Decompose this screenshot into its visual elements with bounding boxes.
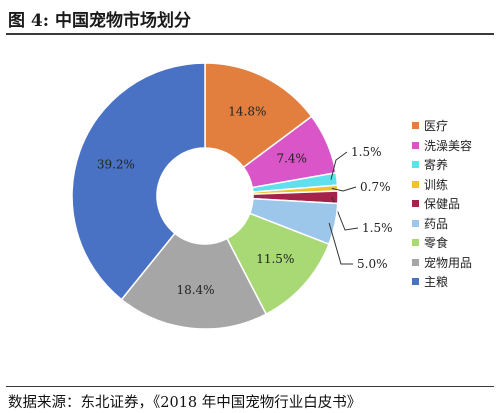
- legend-item-1: 洗澡美容: [412, 136, 472, 156]
- legend-label: 洗澡美容: [424, 138, 473, 153]
- slice-label-4: 1.5%: [362, 221, 393, 235]
- slice-label-7: 18.4%: [176, 283, 214, 297]
- legend-label: 零食: [424, 236, 449, 251]
- slice-label-3: 0.7%: [360, 180, 391, 194]
- legend-item-7: 宠物用品: [412, 253, 472, 273]
- slice-label-6: 11.5%: [256, 252, 294, 266]
- legend-label: 保健品: [424, 197, 461, 212]
- legend-label: 主粮: [424, 275, 449, 290]
- source-divider: [6, 386, 494, 387]
- legend-swatch: [412, 180, 419, 188]
- legend-item-5: 药品: [412, 214, 472, 234]
- figure-title: 图 4: 中国宠物市场划分: [8, 11, 191, 31]
- legend-label: 宠物用品: [424, 255, 473, 270]
- legend-item-3: 训练: [412, 175, 472, 195]
- donut-chart: 14.8% 7.4% 1.5% 0.7% 1.5% 5.0% 11.5% 18.4% 39.2%: [71, 62, 393, 330]
- leader-line-3: [331, 186, 357, 192]
- slice-8: [71, 62, 206, 301]
- legend-item-2: 寄养: [412, 155, 472, 175]
- legend-swatch: [412, 161, 419, 169]
- legend-label: 药品: [424, 216, 449, 231]
- legend-label: 寄养: [424, 158, 449, 173]
- slice-label-5: 5.0%: [357, 257, 388, 271]
- slice-label-2: 1.5%: [351, 145, 382, 159]
- legend-label: 训练: [424, 177, 449, 192]
- legend-swatch: [412, 239, 419, 247]
- chart-legend: 医疗洗澡美容寄养训练保健品药品零食宠物用品主粮: [412, 116, 472, 292]
- source-note: 数据来源：东北证券，《2018 年中国宠物行业白皮书》: [8, 395, 362, 411]
- legend-swatch: [412, 258, 419, 266]
- slice-label-1: 7.4%: [276, 151, 307, 165]
- legend-swatch: [412, 219, 419, 227]
- legend-swatch: [412, 200, 419, 208]
- legend-swatch: [412, 141, 419, 149]
- legend-swatch: [412, 122, 419, 130]
- legend-item-8: 主粮: [412, 272, 472, 292]
- legend-item-0: 医疗: [412, 116, 472, 136]
- legend-item-4: 保健品: [412, 194, 472, 214]
- leader-line-5: [328, 222, 353, 265]
- slice-label-0: 14.8%: [228, 105, 266, 119]
- slice-7: [120, 232, 268, 330]
- slice-label-8: 39.2%: [97, 158, 135, 172]
- title-divider: [6, 33, 494, 35]
- legend-item-6: 零食: [412, 233, 472, 253]
- leader-line-2: [330, 151, 348, 180]
- legend-label: 医疗: [424, 119, 449, 134]
- legend-swatch: [412, 278, 419, 286]
- slice-0: [204, 62, 313, 169]
